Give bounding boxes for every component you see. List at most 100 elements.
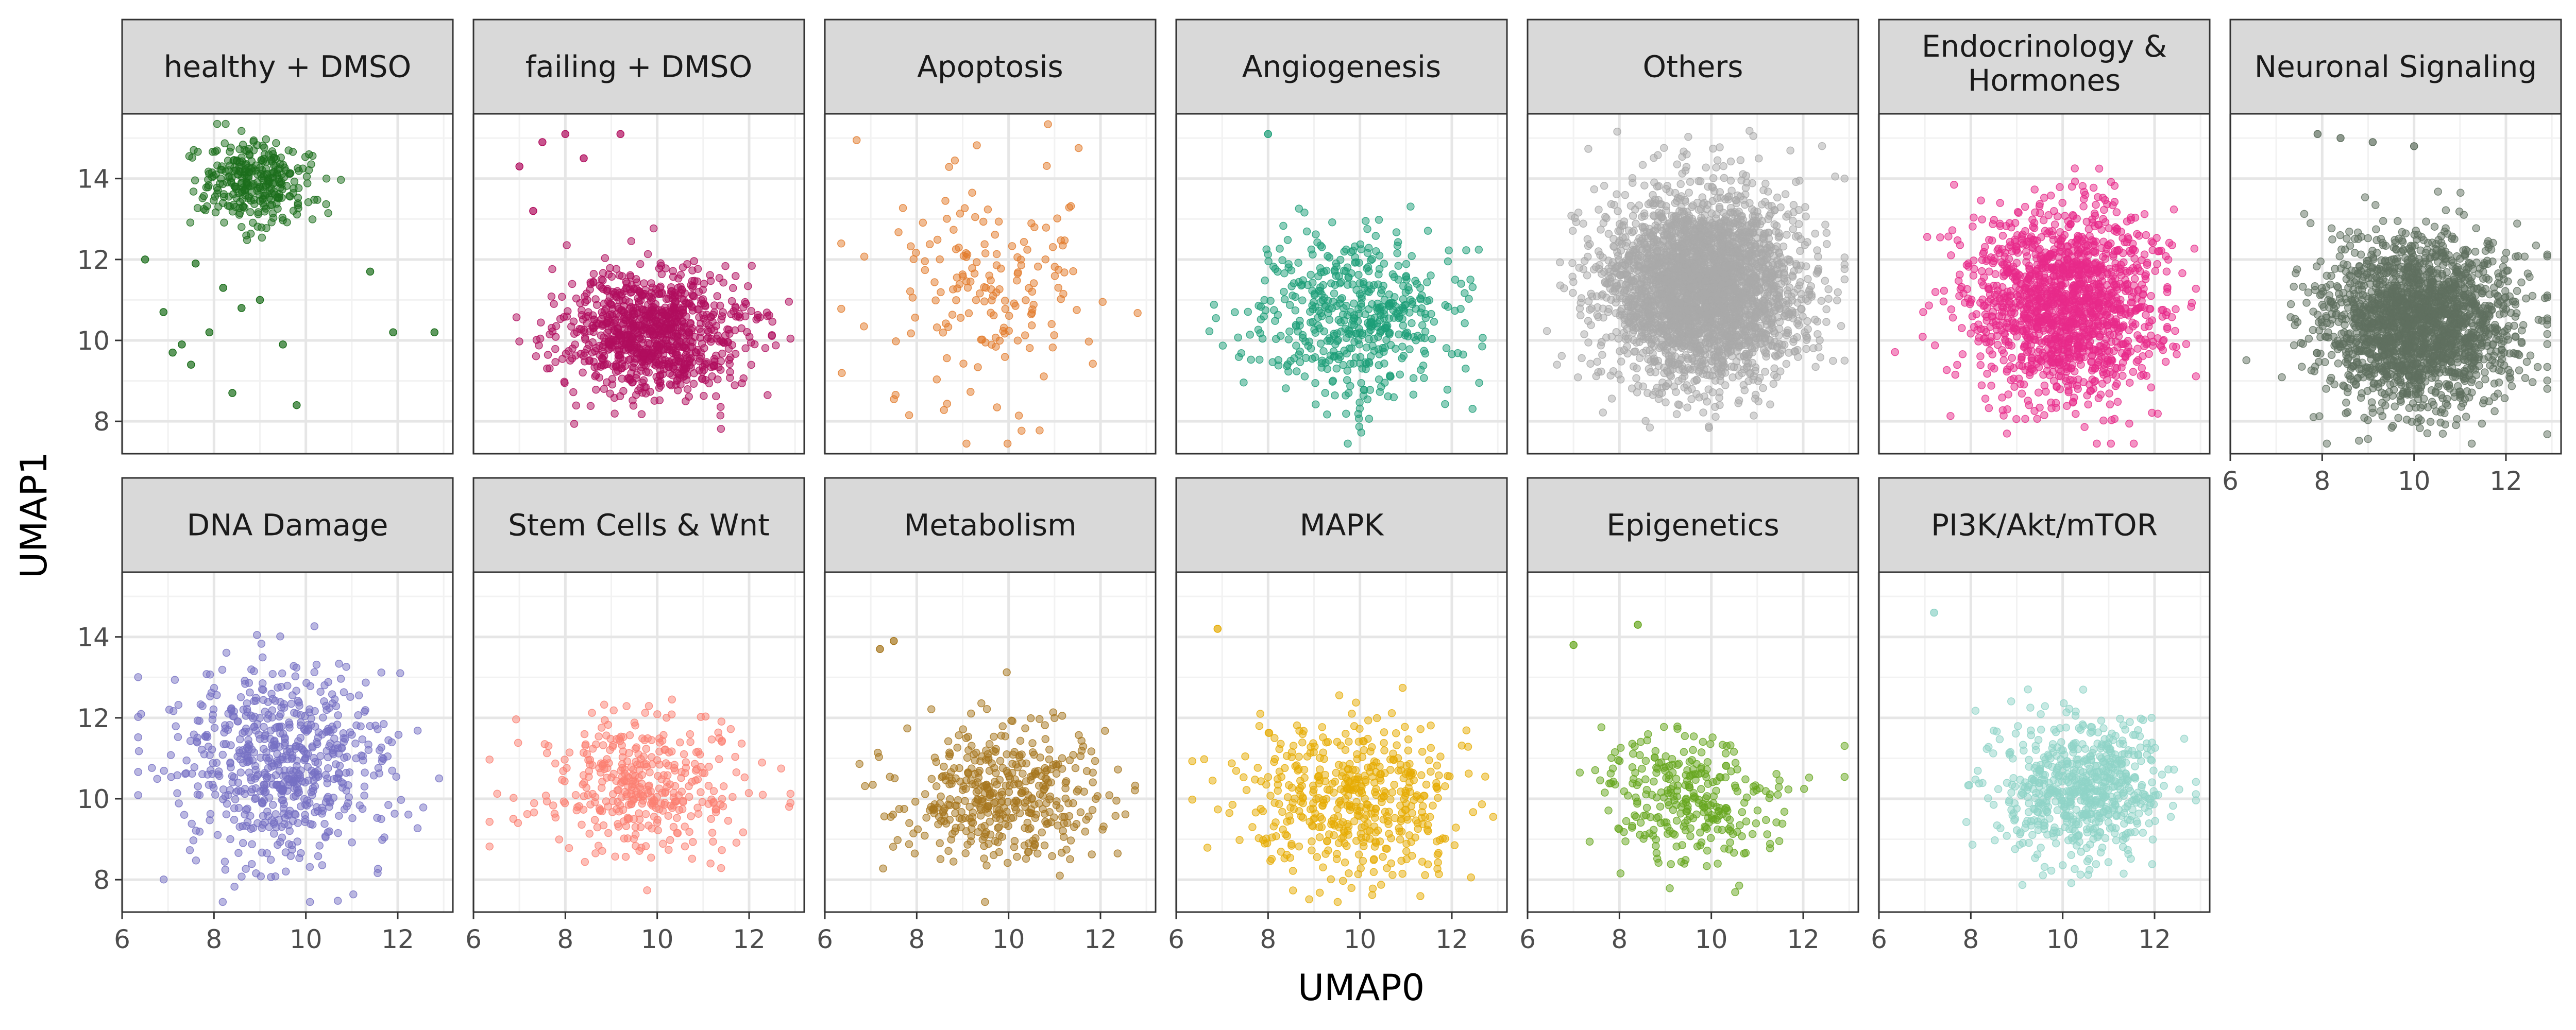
data-point bbox=[976, 289, 984, 298]
data-point bbox=[1785, 349, 1793, 357]
data-point bbox=[1375, 216, 1383, 224]
data-point bbox=[1372, 247, 1380, 255]
data-point bbox=[604, 337, 613, 346]
data-point bbox=[1309, 250, 1317, 259]
data-point bbox=[1409, 390, 1418, 399]
data-point bbox=[716, 403, 725, 411]
data-point bbox=[1745, 369, 1754, 378]
data-point bbox=[837, 304, 845, 313]
data-point bbox=[1616, 347, 1624, 355]
data-point bbox=[310, 196, 318, 204]
data-point bbox=[1399, 321, 1408, 330]
data-point bbox=[716, 301, 724, 310]
data-point bbox=[1739, 233, 1748, 241]
data-point bbox=[262, 135, 270, 144]
panel-border bbox=[121, 113, 454, 455]
data-point bbox=[1767, 341, 1776, 350]
data-point bbox=[1612, 328, 1621, 336]
facet-panel: Others bbox=[1526, 19, 1859, 455]
data-point bbox=[1364, 305, 1373, 314]
data-point bbox=[568, 354, 577, 363]
data-point bbox=[753, 314, 762, 322]
data-point bbox=[745, 333, 754, 341]
data-point bbox=[204, 175, 212, 184]
data-point bbox=[1807, 282, 1815, 290]
data-point bbox=[925, 240, 934, 249]
data-point bbox=[655, 396, 664, 404]
data-point bbox=[1597, 341, 1605, 350]
data-point bbox=[1475, 246, 1483, 254]
data-point bbox=[1629, 212, 1637, 220]
data-point bbox=[952, 296, 960, 304]
data-point bbox=[1674, 400, 1683, 409]
data-point bbox=[227, 143, 235, 152]
data-point bbox=[1343, 263, 1352, 271]
data-point bbox=[933, 235, 942, 244]
data-point bbox=[1635, 201, 1643, 210]
data-point bbox=[1728, 373, 1737, 382]
data-point bbox=[1307, 270, 1315, 279]
data-point bbox=[1341, 324, 1350, 333]
data-point bbox=[736, 313, 744, 322]
data-point bbox=[219, 190, 228, 198]
data-point bbox=[1768, 202, 1776, 210]
data-point bbox=[977, 335, 986, 344]
data-point bbox=[1743, 284, 1752, 292]
data-point bbox=[772, 341, 780, 350]
data-point bbox=[1765, 228, 1773, 237]
data-point bbox=[1406, 296, 1415, 304]
data-point bbox=[560, 313, 568, 321]
data-point bbox=[240, 203, 249, 212]
data-point bbox=[1707, 357, 1716, 366]
data-point bbox=[1782, 297, 1791, 305]
data-point bbox=[907, 329, 915, 338]
data-point bbox=[1428, 335, 1436, 344]
data-point bbox=[860, 252, 869, 261]
data-point bbox=[389, 328, 397, 337]
data-point bbox=[647, 279, 655, 287]
data-point bbox=[1279, 221, 1287, 230]
data-point bbox=[747, 307, 755, 315]
data-point bbox=[1694, 177, 1703, 185]
data-point bbox=[1735, 343, 1743, 352]
data-point bbox=[1670, 241, 1678, 249]
data-point bbox=[1389, 314, 1398, 322]
data-point bbox=[1633, 364, 1641, 372]
data-point bbox=[994, 217, 1003, 226]
data-point bbox=[1654, 329, 1663, 337]
data-point bbox=[626, 355, 635, 364]
data-point bbox=[1780, 270, 1788, 279]
data-point bbox=[936, 255, 944, 264]
data-point bbox=[298, 164, 307, 173]
data-point bbox=[899, 204, 907, 212]
data-point bbox=[1693, 198, 1702, 207]
data-point bbox=[1021, 331, 1029, 339]
data-point bbox=[613, 287, 622, 295]
data-point bbox=[1831, 173, 1839, 181]
data-point bbox=[606, 264, 614, 272]
data-point bbox=[324, 209, 332, 217]
data-point bbox=[1692, 376, 1701, 385]
data-point bbox=[547, 293, 556, 301]
data-point bbox=[1405, 308, 1414, 317]
data-point bbox=[1394, 238, 1402, 247]
data-point bbox=[1614, 370, 1623, 379]
data-point bbox=[651, 317, 659, 326]
data-point bbox=[1305, 337, 1314, 346]
data-point bbox=[1047, 320, 1056, 329]
data-point bbox=[943, 354, 951, 363]
data-point bbox=[970, 269, 979, 278]
data-point bbox=[1355, 290, 1364, 299]
data-point bbox=[568, 280, 577, 288]
data-point bbox=[906, 287, 914, 296]
data-point bbox=[1600, 182, 1608, 190]
data-point bbox=[1606, 284, 1615, 293]
data-point bbox=[1756, 310, 1764, 318]
data-point bbox=[1822, 229, 1831, 237]
data-point bbox=[953, 284, 961, 293]
data-point bbox=[1479, 334, 1487, 342]
data-point bbox=[1649, 266, 1657, 274]
data-point bbox=[1371, 232, 1380, 240]
data-point bbox=[649, 224, 658, 233]
data-point bbox=[951, 156, 959, 165]
